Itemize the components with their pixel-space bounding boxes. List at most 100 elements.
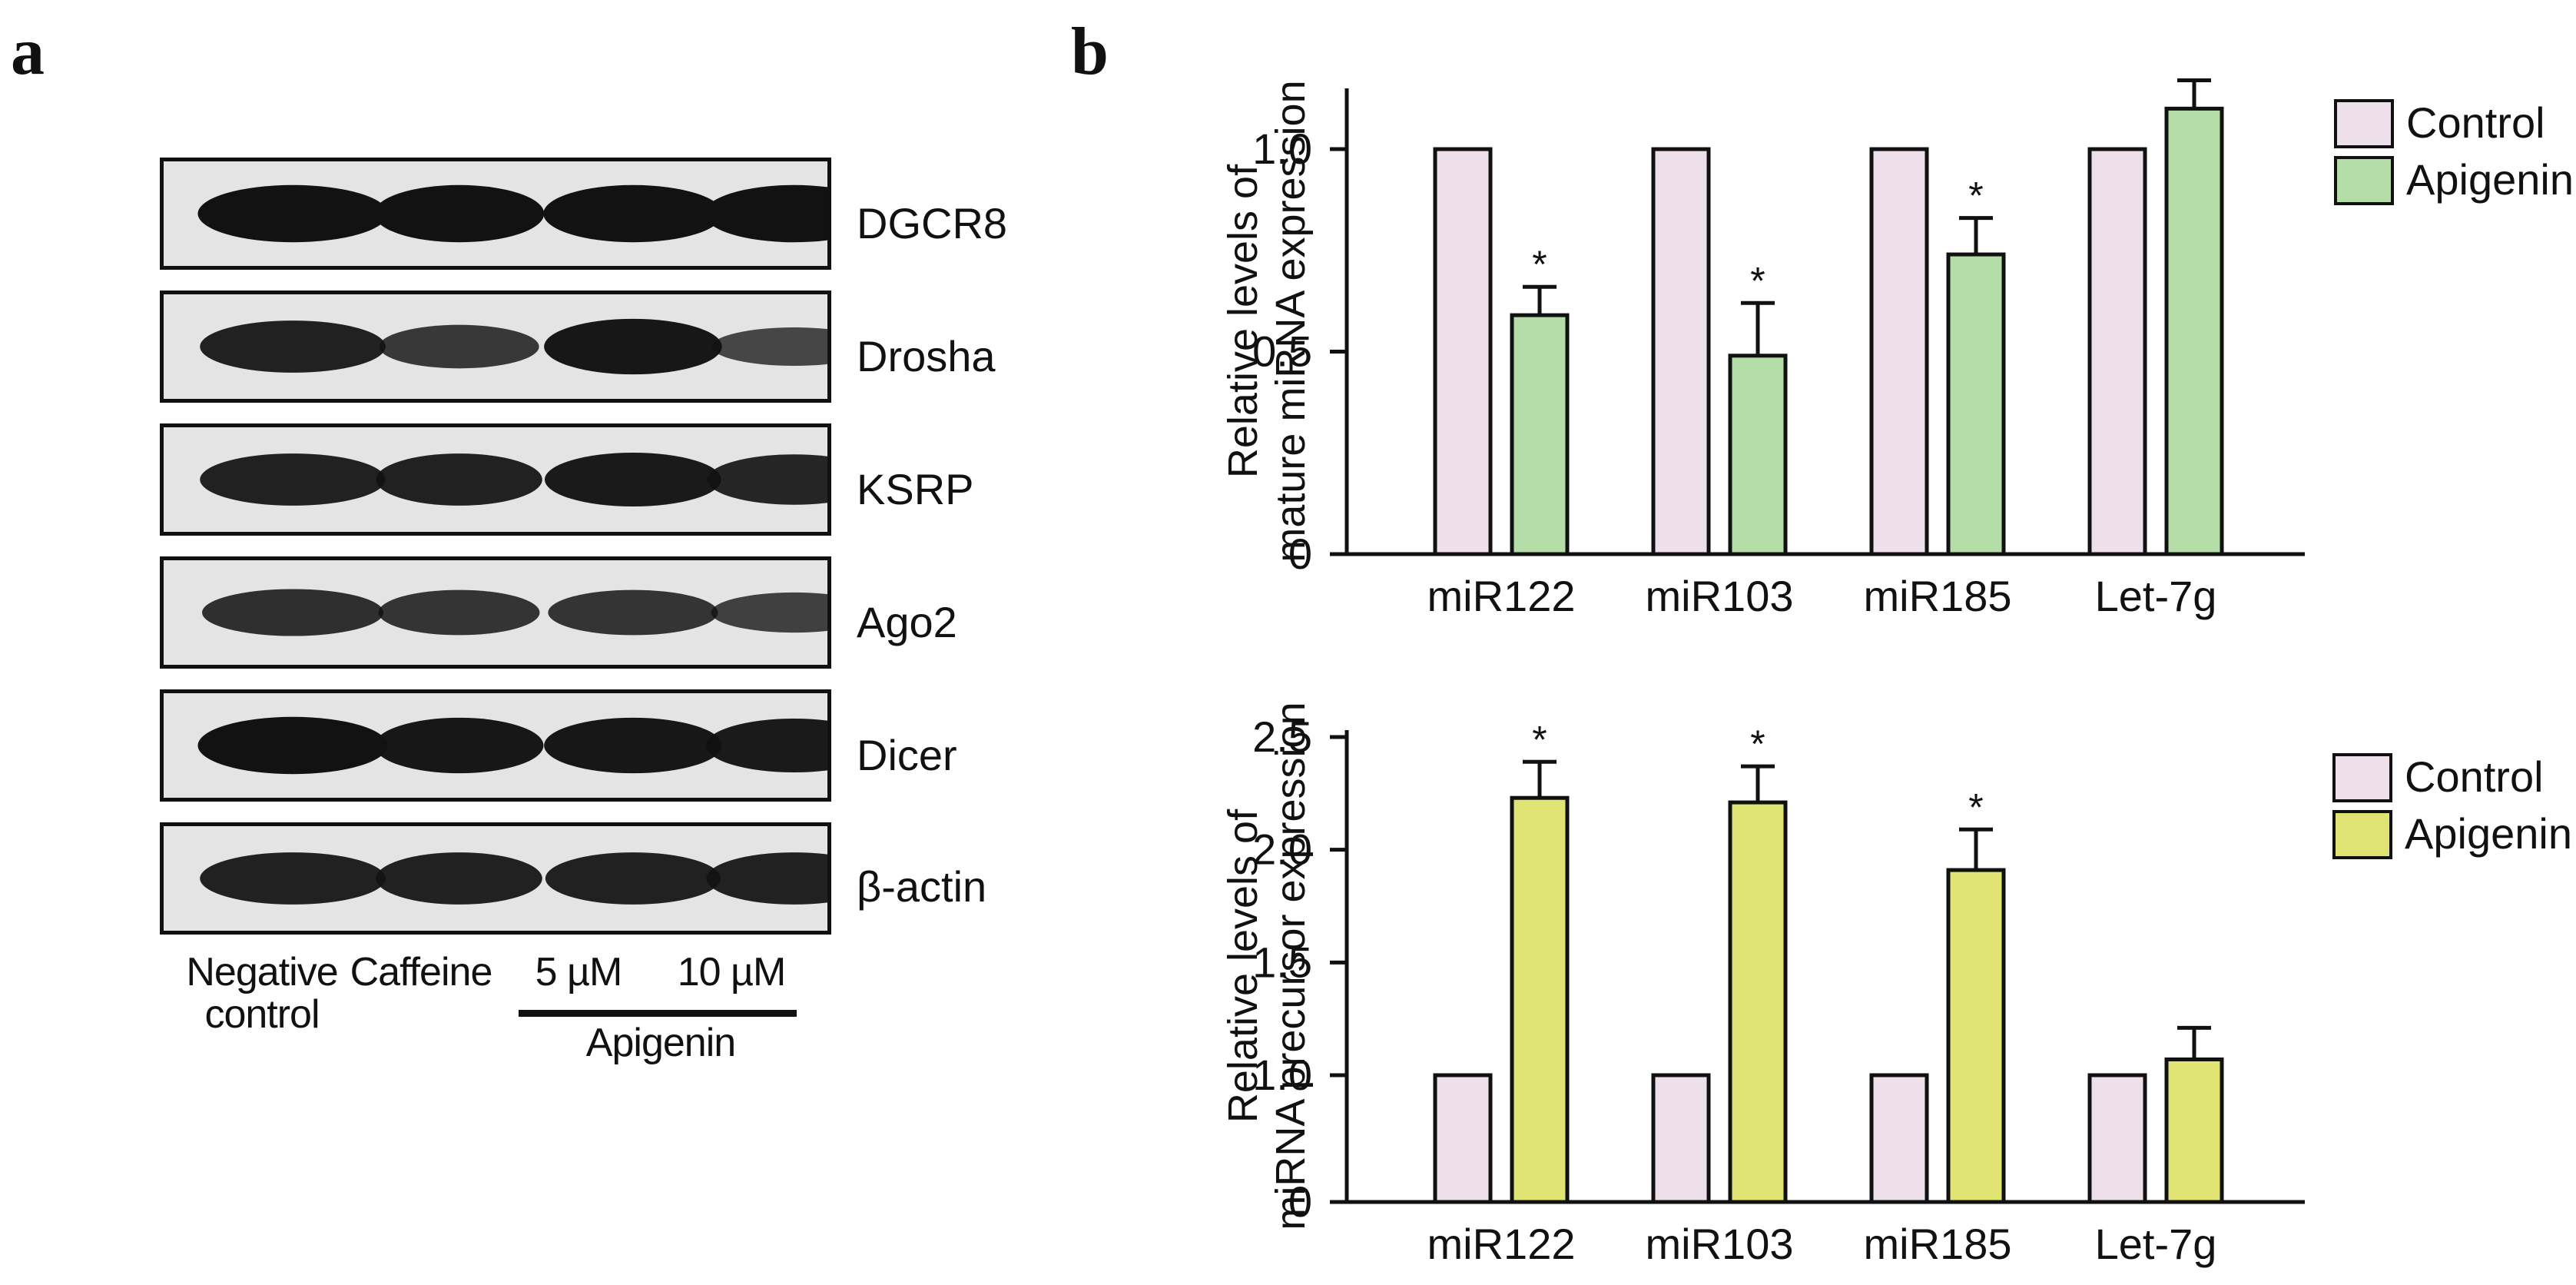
y-tick-label: 0.5 (1252, 327, 1312, 376)
lane-label-caffeine: Caffeine (350, 950, 493, 994)
y-tick-label: 2.5 (1252, 712, 1312, 761)
blot-strip-dicer (160, 689, 831, 802)
protein-label-ksrp: KSRP (857, 465, 974, 513)
y-axis-title: Relative levels of (1220, 809, 1266, 1123)
blot-strip-beta-actin (160, 822, 831, 935)
legend-label: Apigenin (2405, 809, 2572, 858)
blot-band (197, 184, 388, 243)
blot-band (379, 324, 539, 369)
lane-label-apigenin: Apigenin (585, 1021, 736, 1065)
blot-bands (197, 184, 827, 243)
bar-control-miR185 (1869, 1073, 1929, 1204)
blot-band (707, 454, 827, 505)
blot-band (202, 589, 384, 636)
y-axis-title: miRNA precursor expression (1268, 702, 1314, 1230)
x-tick-label: miR122 (1427, 1220, 1576, 1268)
bar-control-miR122 (1433, 1073, 1493, 1204)
panel-a-label: a (11, 15, 45, 89)
legend-swatch (2332, 810, 2392, 859)
y-tick-label: 1.0 (1252, 1051, 1312, 1099)
blot-band (376, 852, 542, 905)
blot-bands (200, 452, 827, 507)
blot-band (378, 589, 540, 636)
protein-label-ago2: Ago2 (857, 598, 957, 646)
blot-band (548, 589, 718, 636)
protein-label-drosha: Drosha (857, 332, 996, 380)
y-tick-label: 2.0 (1252, 825, 1312, 874)
y-tick-label: 0 (1288, 530, 1312, 578)
bar-apigenin-Let-7g (2164, 1057, 2224, 1204)
blot-band (197, 716, 388, 775)
blot-band (711, 327, 827, 366)
blot-band (200, 453, 386, 506)
significance-marker: * (1968, 174, 1983, 217)
blot-bands (200, 318, 827, 375)
bar-apigenin-miR103 (1728, 354, 1788, 556)
bar-apigenin-miR103 (1728, 800, 1788, 1204)
blot-band (544, 318, 722, 375)
legend-label: Apigenin (2406, 155, 2574, 204)
y-axis-title: mature miRNA expression (1268, 80, 1314, 562)
blot-band (374, 717, 544, 774)
blot-band (706, 852, 827, 905)
apigenin-group-bar (519, 1010, 797, 1017)
significance-marker: * (1532, 243, 1547, 286)
bar-apigenin-miR122 (1510, 795, 1570, 1204)
y-tick-label: 1.5 (1252, 938, 1312, 986)
panel-b-label: b (1071, 15, 1109, 89)
blot-band (544, 717, 722, 774)
bar-control-miR103 (1651, 147, 1711, 556)
significance-marker: * (1750, 259, 1765, 302)
lane-label-5um: 5 µM (535, 950, 623, 994)
blot-band (200, 320, 386, 373)
blot-band (704, 184, 827, 243)
y-tick-label: 0 (1288, 1177, 1312, 1226)
legend: Control Apigenin (2334, 98, 2574, 205)
blot-bands (202, 589, 827, 636)
x-tick-label: miR185 (1864, 572, 2012, 620)
bar-chart-precursor: 0 1.0 1.5 2.0 2.5 Relative levels of miRNA pre… (1220, 702, 2572, 1268)
bar-control-Let-7g (2087, 1073, 2147, 1204)
lane-label-negative-control: Negative control (186, 950, 338, 1037)
lane-label-10um: 10 µM (677, 950, 787, 994)
blot-band (545, 852, 721, 905)
blot-strip-dgcr8 (160, 158, 831, 270)
blot-band (373, 184, 545, 243)
blot-strip-ksrp (160, 423, 831, 536)
bar-apigenin-Let-7g (2164, 106, 2224, 556)
blot-band (545, 452, 721, 507)
bar-control-miR103 (1651, 1073, 1711, 1204)
bar-apigenin-miR185 (1946, 868, 2006, 1204)
blot-bands (197, 716, 827, 775)
bar-apigenin-miR185 (1946, 252, 2006, 556)
x-tick-label: miR185 (1864, 1220, 2012, 1268)
blot-bands (200, 852, 827, 905)
y-axis-title: Relative levels of (1220, 164, 1266, 478)
blot-strip-ago2 (160, 556, 831, 669)
blot-band (711, 592, 827, 633)
blot-band (376, 453, 542, 506)
protein-label-dgcr8: DGCR8 (857, 199, 1008, 247)
protein-label-beta-actin: β-actin (857, 862, 987, 911)
bar-control-Let-7g (2087, 147, 2147, 556)
legend-label: Control (2405, 752, 2544, 801)
y-tick-label: 1.0 (1252, 125, 1312, 173)
x-tick-label: Let-7g (2095, 1220, 2217, 1268)
x-tick-label: miR122 (1427, 572, 1576, 620)
x-tick-label: miR103 (1646, 1220, 1794, 1268)
legend-label: Control (2406, 98, 2545, 147)
significance-marker: * (1532, 718, 1547, 761)
legend: Control Apigenin (2332, 752, 2572, 859)
x-tick-label: Let-7g (2095, 572, 2217, 620)
blot-strip-drosha (160, 291, 831, 403)
x-tick-label: miR103 (1646, 572, 1794, 620)
bar-apigenin-miR122 (1510, 313, 1570, 556)
significance-marker: * (1750, 722, 1765, 765)
blot-band (200, 852, 386, 905)
blot-band (543, 184, 723, 243)
legend-swatch (2332, 753, 2392, 802)
bar-control-miR185 (1869, 147, 1929, 556)
legend-swatch (2334, 156, 2394, 205)
bar-control-miR122 (1433, 147, 1493, 556)
